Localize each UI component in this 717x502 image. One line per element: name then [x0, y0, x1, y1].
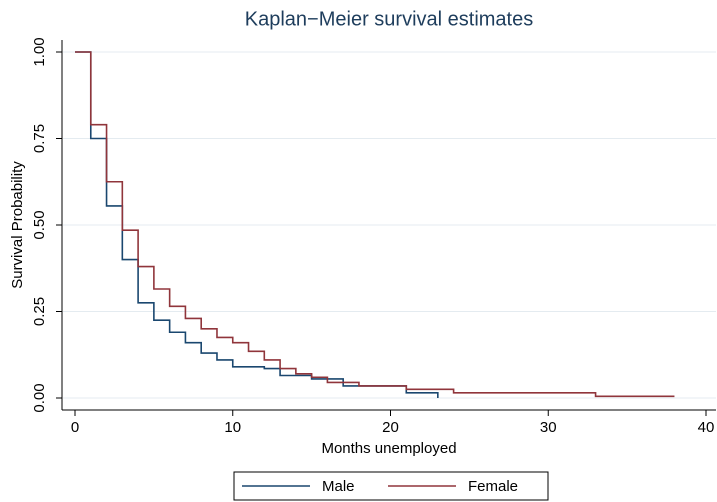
x-tick-label: 0 — [71, 419, 79, 436]
survival-line — [75, 51, 675, 398]
y-axis-title: Survival Probability — [9, 161, 26, 289]
y-tick-label: 0.25 — [31, 297, 48, 326]
y-tick-label: 1.00 — [31, 37, 48, 66]
x-tick-label: 40 — [698, 419, 715, 436]
y-tick-label: 0.75 — [31, 124, 48, 153]
legend-label: Female — [468, 478, 518, 495]
x-tick-label: 20 — [382, 419, 399, 436]
x-tick-label: 10 — [224, 419, 241, 436]
y-tick-label: 0.50 — [31, 210, 48, 239]
chart-title: Kaplan−Meier survival estimates — [245, 8, 533, 30]
legend-label: Male — [322, 478, 355, 495]
y-tick-label: 0.00 — [31, 383, 48, 412]
x-tick-label: 30 — [540, 419, 557, 436]
x-axis-title: Months unemployed — [321, 440, 456, 457]
